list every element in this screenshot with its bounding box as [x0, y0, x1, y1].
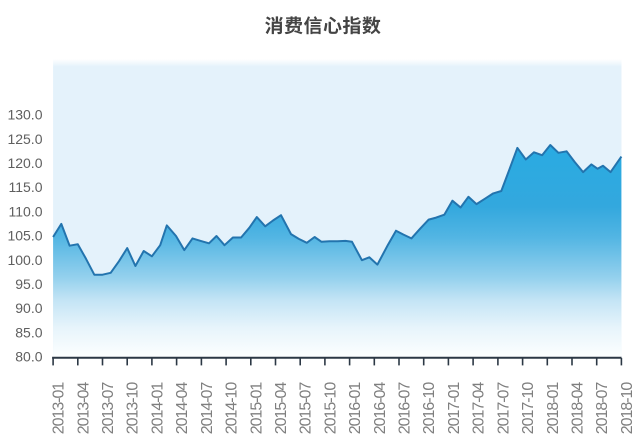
svg-text:2017-07: 2017-07 [495, 382, 512, 435]
svg-text:2018-07: 2018-07 [594, 382, 611, 435]
svg-text:2018-01: 2018-01 [545, 382, 562, 435]
svg-text:2014-07: 2014-07 [199, 382, 216, 435]
svg-text:90.0: 90.0 [15, 300, 42, 316]
svg-text:2017-10: 2017-10 [520, 382, 537, 435]
svg-text:2016-07: 2016-07 [397, 382, 414, 435]
svg-text:115.0: 115.0 [9, 179, 43, 195]
svg-text:2014-01: 2014-01 [149, 382, 166, 435]
svg-text:105.0: 105.0 [7, 228, 42, 244]
svg-text:2015-04: 2015-04 [273, 382, 290, 435]
svg-text:2016-04: 2016-04 [372, 382, 389, 435]
svg-text:85.0: 85.0 [15, 324, 42, 340]
svg-text:2014-10: 2014-10 [224, 382, 241, 435]
svg-text:2013-01: 2013-01 [51, 382, 68, 435]
svg-text:2018-04: 2018-04 [570, 382, 587, 435]
svg-text:2013-04: 2013-04 [75, 382, 92, 435]
svg-text:95.0: 95.0 [15, 276, 42, 292]
svg-text:125.0: 125.0 [7, 131, 42, 147]
svg-text:110.0: 110.0 [9, 203, 43, 219]
svg-text:2014-04: 2014-04 [174, 382, 191, 435]
svg-text:130.0: 130.0 [7, 107, 42, 123]
svg-text:80.0: 80.0 [15, 349, 42, 365]
svg-text:2016-10: 2016-10 [421, 382, 438, 435]
svg-text:2013-10: 2013-10 [125, 382, 142, 435]
svg-text:2017-01: 2017-01 [446, 382, 463, 435]
svg-text:2015-10: 2015-10 [322, 382, 339, 435]
svg-text:2017-04: 2017-04 [471, 382, 488, 435]
svg-text:2013-07: 2013-07 [100, 382, 117, 435]
svg-text:100.0: 100.0 [7, 252, 42, 268]
svg-text:2018-10: 2018-10 [619, 382, 636, 435]
svg-text:120.0: 120.0 [7, 155, 42, 171]
svg-text:2016-01: 2016-01 [347, 382, 364, 435]
svg-text:2015-07: 2015-07 [298, 382, 315, 435]
svg-text:2015-01: 2015-01 [248, 382, 265, 435]
